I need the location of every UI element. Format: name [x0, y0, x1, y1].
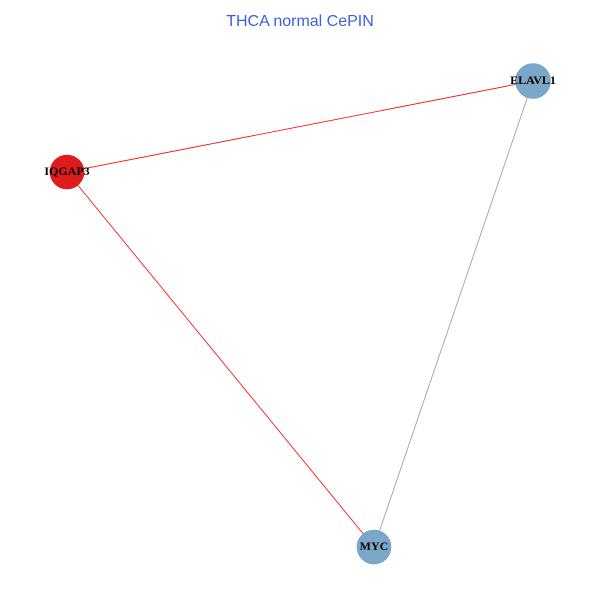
svg-text:IQGAP3: IQGAP3 — [44, 164, 89, 178]
svg-text:MYC: MYC — [360, 539, 389, 553]
svg-text:ELAVL1: ELAVL1 — [510, 73, 556, 87]
